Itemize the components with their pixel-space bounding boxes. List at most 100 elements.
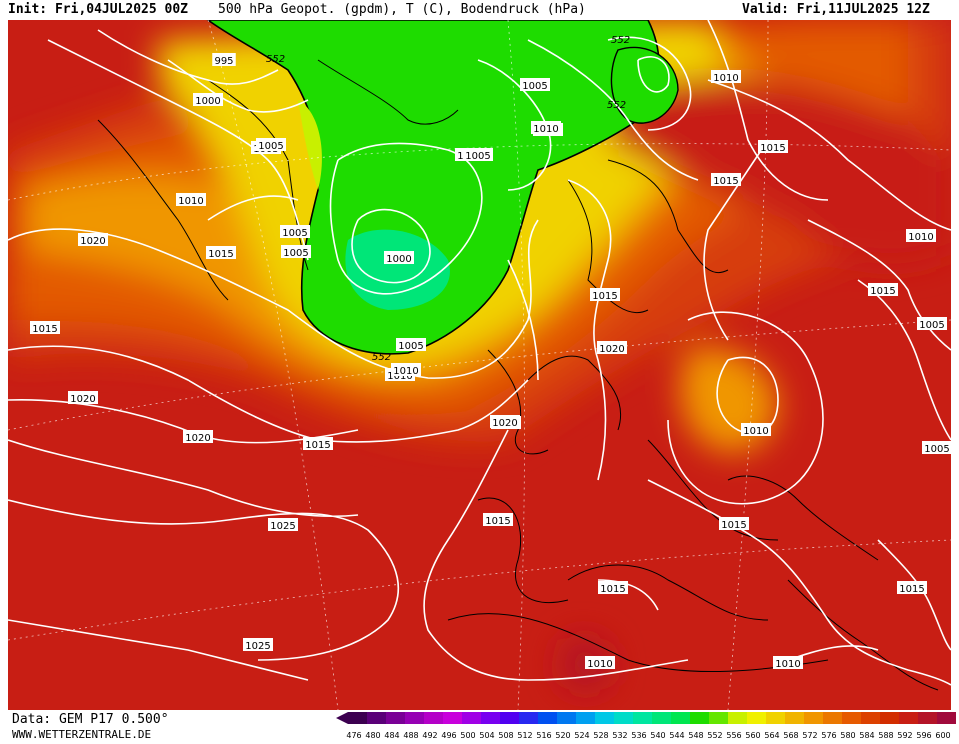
colorbar-tick-label: 540 [650,731,665,740]
isobar-label: 1005 [256,138,286,152]
svg-text:1015: 1015 [208,249,233,260]
contour-552-label: 552 [611,35,630,46]
isobar-label: 1015 [758,140,788,154]
colorbar-cell [785,712,804,724]
map-canvas: 1020 1015 1010 1005 1000 995 1015 1020 1020 1015 1… [8,20,951,710]
colorbar-cell [671,712,690,724]
isobar-label: 1010 [391,363,421,377]
isobar-label: 1010 [176,193,206,207]
cold-core [345,229,450,310]
colorbar-cell [747,712,766,724]
svg-text:1000: 1000 [195,96,220,107]
isobar-label: 1015 [303,437,333,451]
colorbar-cell [766,712,785,724]
colorbar-cell [443,712,462,724]
svg-text:1005: 1005 [919,320,944,331]
isobar-label: 1025 [243,638,273,652]
colorbar-tick-label: 488 [403,731,418,740]
colorbar-cell [538,712,557,724]
isobar-label: 1005 [280,225,310,239]
colorbar-tick-label: 552 [707,731,722,740]
colorbar-cell [367,712,386,724]
svg-text:1010: 1010 [743,426,768,437]
colorbar-cell [728,712,747,724]
colorbar-tick-label: 536 [631,731,646,740]
colorbar-tick-label: 548 [688,731,703,740]
colorbar-cell [918,712,937,724]
colorbar-tick-label: 512 [517,731,532,740]
svg-text:1005: 1005 [522,81,547,92]
colorbar-cell [348,712,367,724]
isobar-label: 1010 [906,229,936,243]
contour-552-label: 552 [372,352,391,363]
contour-552-label: 552 [607,100,626,111]
svg-text:1020: 1020 [599,344,624,355]
isobar-label: 1020 [490,415,520,429]
svg-text:1015: 1015 [721,520,746,531]
svg-text:1010: 1010 [775,659,800,670]
colorbar-cell [633,712,652,724]
svg-text:1000: 1000 [386,254,411,265]
svg-text:1020: 1020 [80,236,105,247]
svg-text:1015: 1015 [485,516,510,527]
colorbar-cell [690,712,709,724]
svg-text:1005: 1005 [282,228,307,239]
isobar-label: 1015 [206,246,236,260]
colorbar-cell [386,712,405,724]
isobar-label: 1015 [30,321,60,335]
svg-text:1015: 1015 [305,440,330,451]
colorbar-tick-label: 596 [916,731,931,740]
isobar-label: 1010 [585,656,615,670]
isobar-label: 1020 [68,391,98,405]
colorbar-tick-label: 560 [745,731,760,740]
isobar-labels: 1020 1015 1010 1005 1000 995 1015 1020 1020 1015 1… [30,35,951,670]
colorbar-canvas: 476 480 484 488 492 496 500 504 508 512 516 520 524 5… [336,712,959,740]
colorbar-tick-label: 480 [365,731,380,740]
svg-text:1005: 1005 [465,151,490,162]
colorbar-tick-label: 520 [555,731,570,740]
colorbar-cell [861,712,880,724]
isobar-label: 1015 [711,173,741,187]
colorbar-cell [519,712,538,724]
isobar-label: 1015 [483,513,513,527]
svg-text:1015: 1015 [713,176,738,187]
init-time: Init: Fri,04JUL2025 00Z [8,2,189,17]
isobar-label: 1005 [463,148,493,162]
isobar-label: 1005 [396,338,426,352]
colorbar-tick-label: 528 [593,731,608,740]
isobar-label: 1015 [868,283,898,297]
isobar-label: 1000 [384,251,414,265]
svg-text:1015: 1015 [32,324,57,335]
colorbar-tick-label: 492 [422,731,437,740]
colorbar-cell [462,712,481,724]
svg-text:1005: 1005 [283,248,308,259]
website-credit: WWW.WETTERZENTRALE.DE [12,728,152,741]
colorbar-tick-label: 588 [878,731,893,740]
colorbar-cell [424,712,443,724]
map-title: 500 hPa Geopot. (gpdm), T (C), Bodendruc… [218,2,586,17]
colorbar-cell [804,712,823,724]
svg-text:1020: 1020 [492,418,517,429]
svg-text:1020: 1020 [70,394,95,405]
isobar-label: 1000 [193,93,223,107]
isobar-label: 1015 [719,517,749,531]
isobar-label: 1010 [741,423,771,437]
colorbar-cell [500,712,519,724]
colorbar-cell [405,712,424,724]
colorbar-tick-label: 500 [460,731,475,740]
svg-text:1005: 1005 [398,341,423,352]
colorbar-cell [880,712,899,724]
colorbar-cell [937,712,956,724]
colorbar-min-arrow [336,712,348,724]
svg-text:1015: 1015 [760,143,785,154]
isobar-label: 1020 [78,233,108,247]
colorbar-cell [576,712,595,724]
colorbar-cell [481,712,500,724]
isobar-label: 1005 [917,317,947,331]
colorbar-tick-label: 476 [346,731,361,740]
colorbar-tick-label: 556 [726,731,741,740]
colorbar-tick-label: 484 [384,731,399,740]
svg-text:1010: 1010 [393,366,418,377]
isobar-label: 1020 [183,430,213,444]
colorbar-tick-label: 532 [612,731,627,740]
